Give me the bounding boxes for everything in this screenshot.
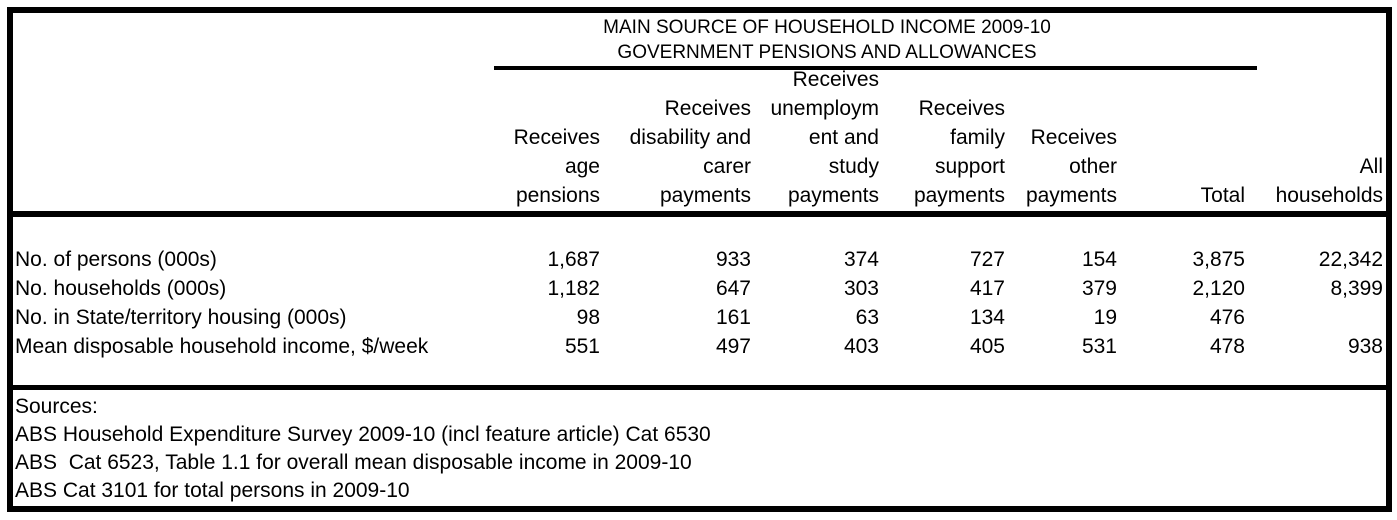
title-line-2: GOVERNMENT PENSIONS AND ALLOWANCES xyxy=(617,42,1037,63)
column-header-unemployment-study: Receives unemploym ent and study payment… xyxy=(770,68,879,207)
source-line: ABS Household Expenditure Survey 2009-10… xyxy=(15,423,711,446)
cell-value: 3,875 xyxy=(1192,248,1245,271)
cell-value: 1,687 xyxy=(547,248,600,271)
cell-value: 379 xyxy=(1081,277,1117,300)
column-header-age-pensions: Receives age pensions xyxy=(513,126,600,207)
cell-value: 727 xyxy=(969,248,1005,271)
table-row: No. in State/territory housing (000s) 98… xyxy=(13,303,1386,332)
cell-value: 1,182 xyxy=(547,277,600,300)
table-body: No. of persons (000s) 1,687 933 374 727 … xyxy=(13,217,1386,385)
table-header: MAIN SOURCE OF HOUSEHOLD INCOME 2009-10 … xyxy=(13,13,1386,211)
row-label: No. in State/territory housing (000s) xyxy=(15,306,347,329)
source-line: ABS Cat 3101 for total persons in 2009-1… xyxy=(15,479,410,502)
column-header-all-households: All households xyxy=(1275,155,1383,207)
cell-value: 405 xyxy=(969,335,1005,358)
table-row: No. of persons (000s) 1,687 933 374 727 … xyxy=(13,245,1386,274)
column-header-family-support: Receives family support payments xyxy=(913,97,1005,207)
cell-value: 531 xyxy=(1081,335,1117,358)
cell-value xyxy=(1245,303,1383,332)
title-group-underline xyxy=(494,66,1257,70)
cell-value: 938 xyxy=(1347,335,1383,358)
cell-value: 22,342 xyxy=(1318,248,1383,271)
column-header-other-payments: Receives other payments xyxy=(1025,126,1117,207)
table-row: No. households (000s) 1,182 647 303 417 … xyxy=(13,274,1386,303)
cell-value: 303 xyxy=(843,277,879,300)
sources-section: Sources: ABS Household Expenditure Surve… xyxy=(13,390,1386,505)
cell-value: 2,120 xyxy=(1192,277,1245,300)
cell-value: 647 xyxy=(715,277,751,300)
column-header-total: Total xyxy=(1200,184,1245,207)
cell-value: 154 xyxy=(1081,248,1117,271)
cell-value: 8,399 xyxy=(1330,277,1383,300)
row-label: Mean disposable household income, $/week xyxy=(15,335,429,358)
table-title: MAIN SOURCE OF HOUSEHOLD INCOME 2009-10 … xyxy=(457,15,1197,65)
cell-value: 933 xyxy=(715,248,751,271)
cell-value: 403 xyxy=(843,335,879,358)
cell-value: 476 xyxy=(1209,306,1245,329)
cell-value: 417 xyxy=(969,277,1005,300)
sources-heading: Sources: xyxy=(15,395,98,418)
column-header-disability-carer: Receives disability and carer payments xyxy=(629,97,751,207)
title-line-1: MAIN SOURCE OF HOUSEHOLD INCOME 2009-10 xyxy=(603,17,1051,38)
sources-divider-rule xyxy=(13,385,1386,390)
cell-value: 374 xyxy=(843,248,879,271)
cell-value: 551 xyxy=(564,335,600,358)
row-label: No. households (000s) xyxy=(15,277,227,300)
cell-value: 98 xyxy=(576,306,600,329)
cell-value: 134 xyxy=(969,306,1005,329)
table-frame: MAIN SOURCE OF HOUSEHOLD INCOME 2009-10 … xyxy=(7,7,1392,512)
cell-value: 19 xyxy=(1093,306,1117,329)
cell-value: 497 xyxy=(715,335,751,358)
table-row: Mean disposable household income, $/week… xyxy=(13,332,1386,361)
column-header-row: Receives age pensions Receives disabilit… xyxy=(13,65,1383,210)
cell-value: 63 xyxy=(855,306,879,329)
source-line: ABS Cat 6523, Table 1.1 for overall mean… xyxy=(15,451,692,474)
header-divider-rule xyxy=(13,211,1386,217)
row-label: No. of persons (000s) xyxy=(15,248,217,271)
cell-value: 161 xyxy=(715,306,751,329)
cell-value: 478 xyxy=(1209,335,1245,358)
